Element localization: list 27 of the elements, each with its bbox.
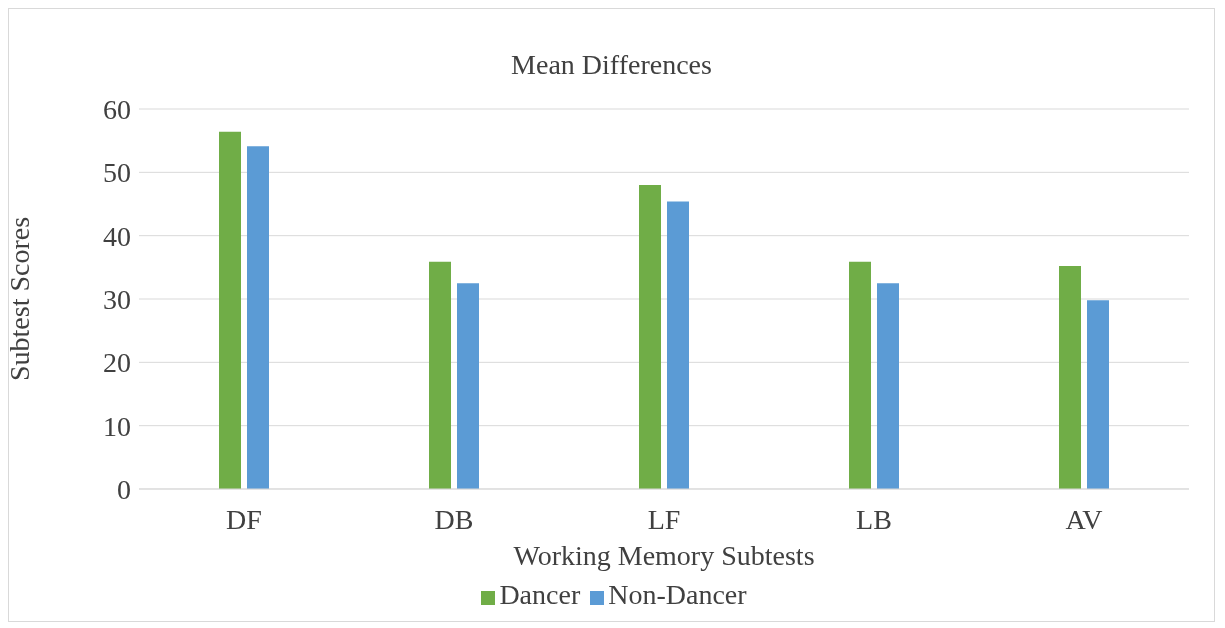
bar — [667, 201, 689, 489]
bar — [247, 146, 269, 489]
bar — [639, 185, 661, 489]
y-axis-title: Subtest Scores — [3, 216, 35, 382]
x-tick-label: DB — [434, 503, 474, 535]
y-tick-label: 50 — [103, 157, 131, 189]
bar — [429, 261, 451, 489]
y-tick-label: 30 — [103, 283, 131, 315]
x-tick-label: AV — [1065, 503, 1103, 535]
legend-label: Dancer — [499, 579, 581, 610]
legend-label: Non-Dancer — [608, 579, 747, 610]
chart-title: Mean Differences — [510, 49, 713, 81]
bar — [1059, 266, 1081, 489]
y-tick-label: 60 — [103, 93, 131, 125]
y-tick-label: 10 — [103, 410, 131, 442]
y-tick-label: 40 — [103, 220, 131, 252]
bar — [1087, 300, 1109, 489]
x-tick-label: DF — [226, 503, 262, 535]
bar — [849, 261, 871, 489]
y-tick-label: 0 — [117, 473, 131, 505]
x-tick-label: LB — [856, 503, 892, 535]
bar — [877, 283, 899, 489]
bar — [219, 131, 241, 489]
y-tick-label: 20 — [103, 347, 131, 379]
x-axis-title: Working Memory Subtests — [513, 540, 815, 571]
bar — [457, 283, 479, 489]
x-tick-label: LF — [647, 503, 681, 535]
